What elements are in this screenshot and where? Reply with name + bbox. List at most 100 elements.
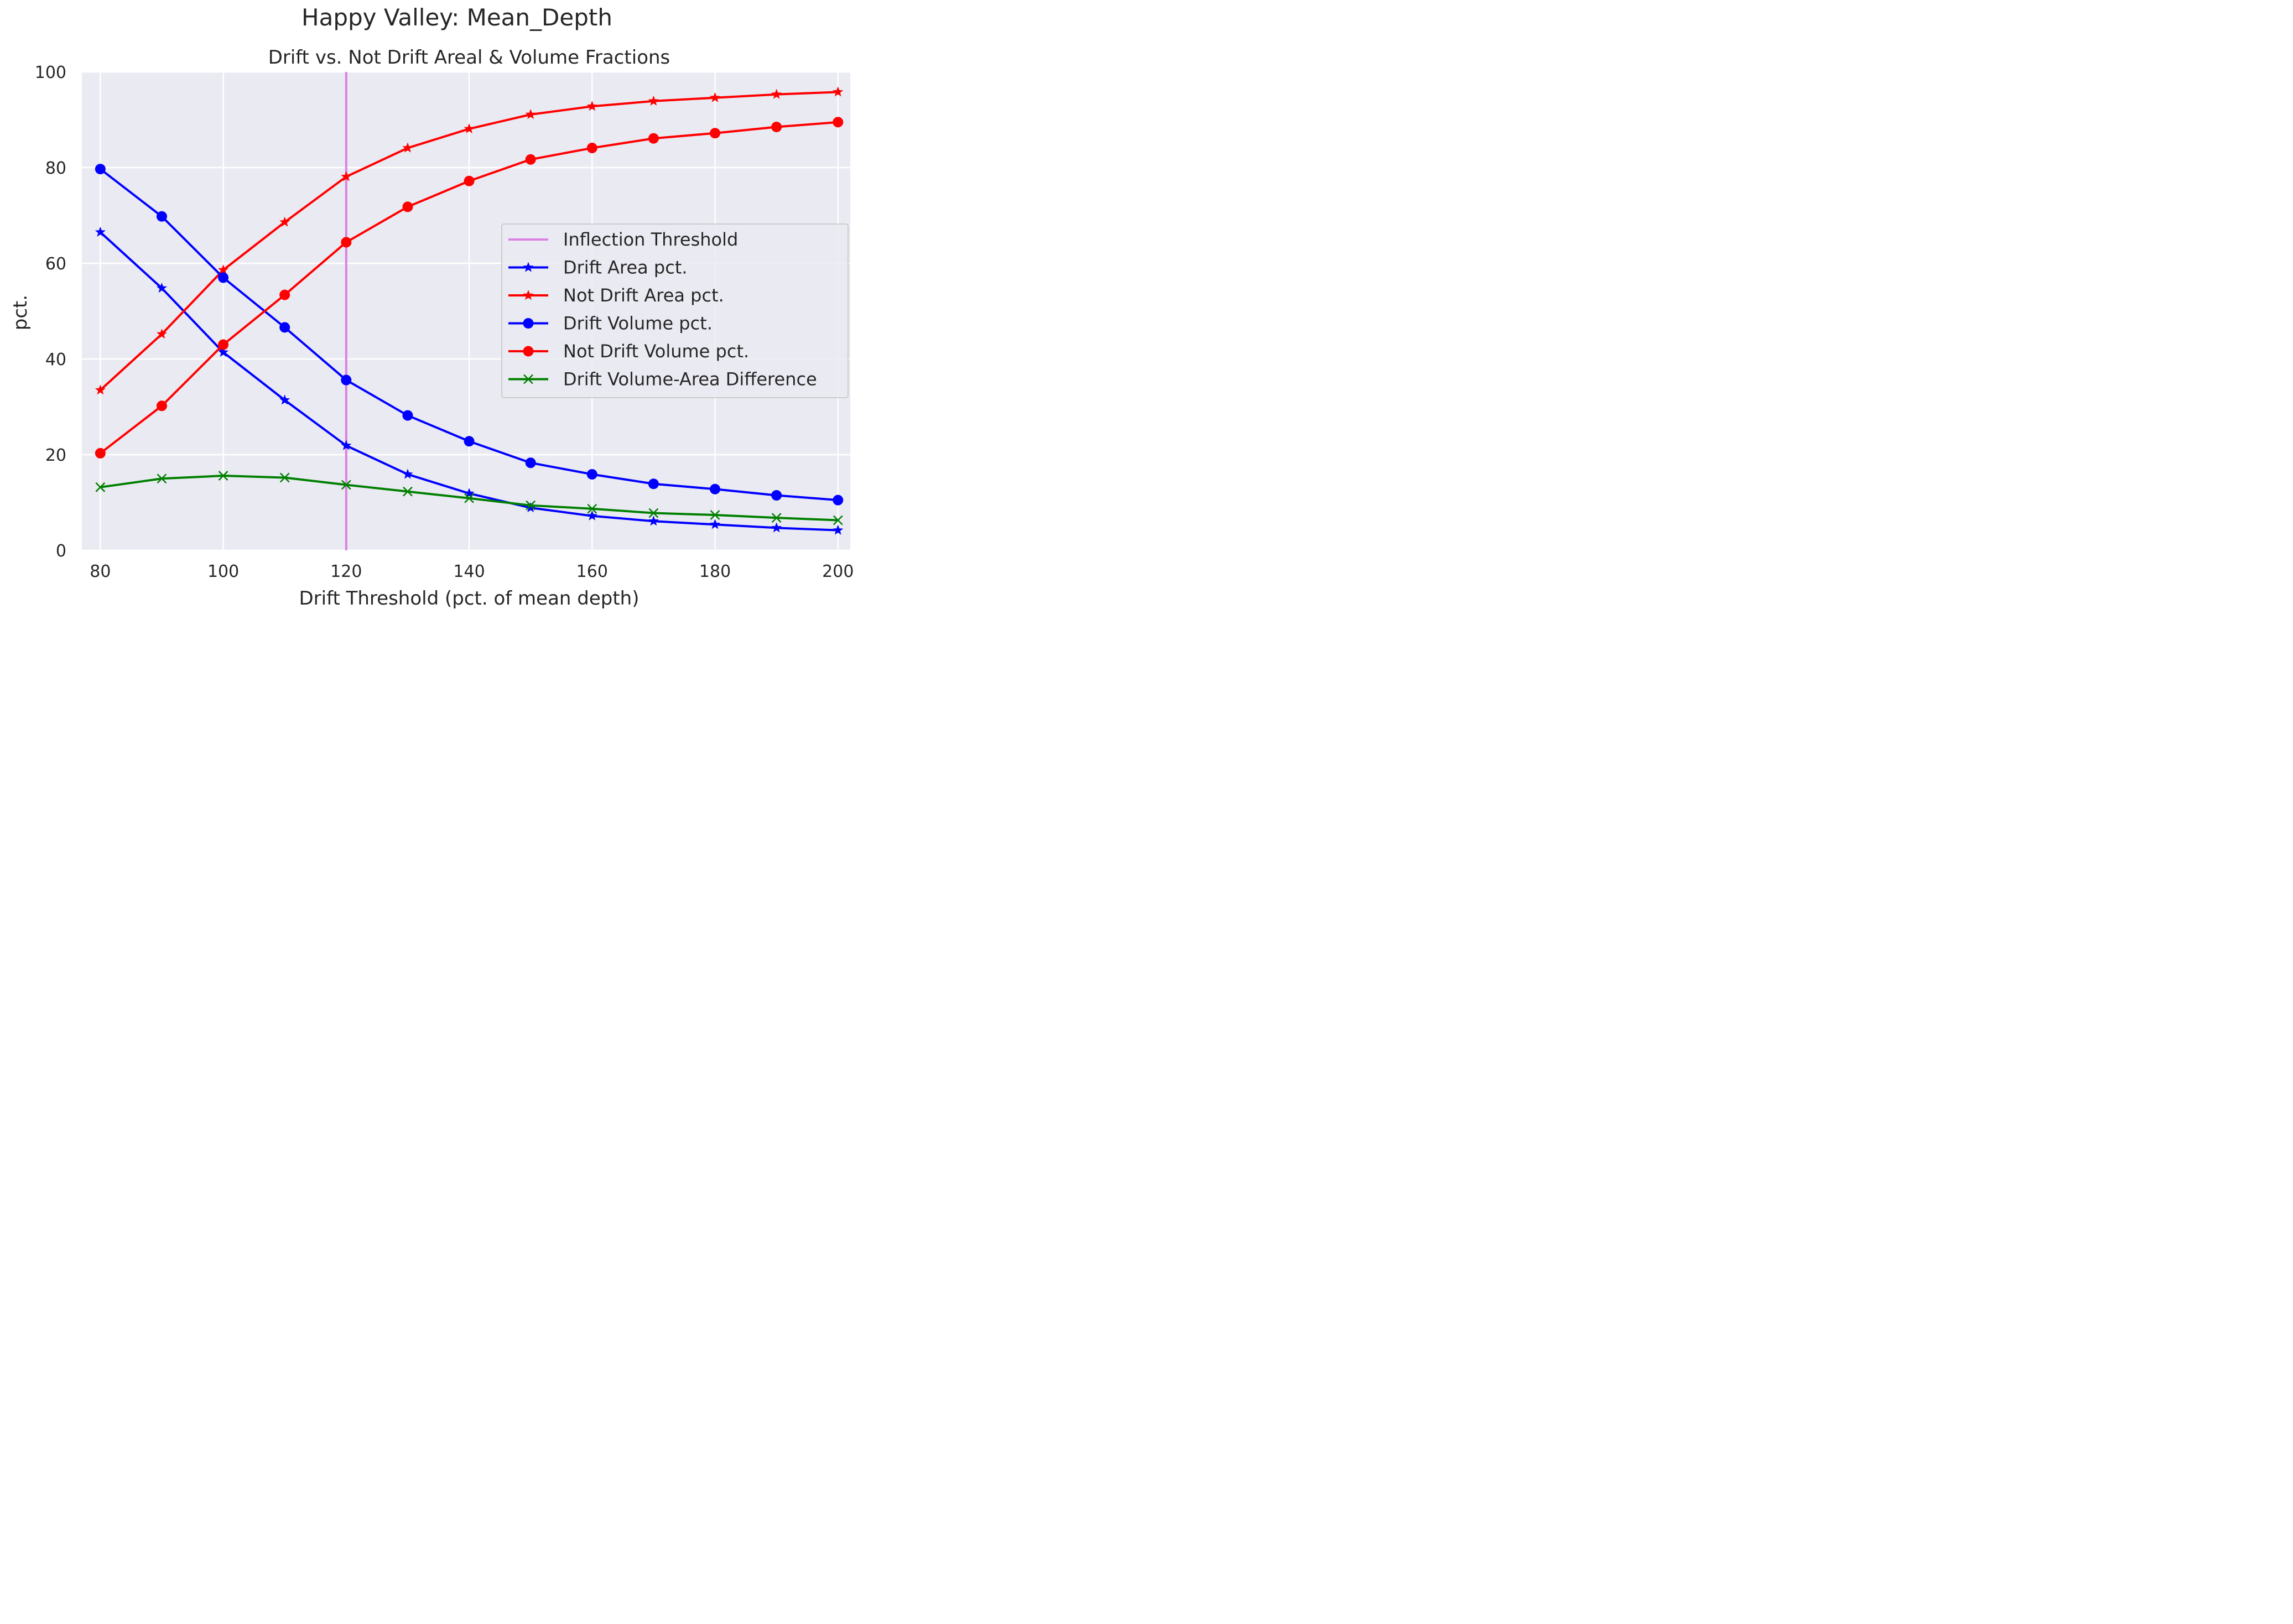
x-tick-label: 140 [453,562,485,581]
drift-volume-area-difference-point [218,471,228,481]
legend-entry: Drift Volume pct. [508,313,713,334]
legend-entry: Drift Area pct. [508,257,688,278]
drift-volume-pct-point [279,322,290,333]
tick-labels: 80 100 120 140 160 180 200 0 20 40 60 80 100 [35,63,854,581]
drift-volume-pct-point [218,272,229,283]
legend-label: Drift Volume-Area Difference [563,369,817,390]
drift-volume-area-difference-point [341,480,351,490]
chart: 80 100 120 140 160 180 200 0 20 40 60 80 100 Happy V… [0,0,866,615]
y-tick-label: 20 [45,446,66,465]
not-drift-area-pct-point [525,108,536,119]
drift-area-pct-point [648,516,659,526]
not-drift-area-pct-point [279,216,290,227]
drift-volume-area-difference-point [279,472,290,483]
legend-label: Not Drift Volume pct. [563,341,749,362]
not-drift-volume-pct-point [648,133,659,144]
not-drift-volume-pct-point [586,143,597,154]
legend-marker [523,262,534,272]
drift-area-pct-point [95,226,106,237]
drift-area-pct-point [341,440,352,450]
y-tick-label: 0 [56,542,66,561]
drift-area-pct-point [710,519,721,529]
not-drift-area-pct-point [586,101,597,111]
drift-volume-pct-point [648,478,659,490]
not-drift-area-pct-point [95,384,106,395]
legend-entry: Not Drift Area pct. [508,285,724,306]
x-tick-label: 120 [330,562,362,581]
drift-volume-area-difference-point [771,513,782,523]
x-tick-label: 160 [576,562,608,581]
legend-box [501,223,849,398]
drift-volume-area-difference-point [526,500,536,511]
legend-label: Drift Volume pct. [563,313,713,334]
legend-label: Not Drift Area pct. [563,285,724,306]
drift-volume-area-difference-point [710,510,720,520]
y-tick-label: 40 [45,350,66,369]
drift-volume-pct-point [525,457,536,469]
not-drift-area-pct-point [771,89,782,99]
drift-volume-area-difference-series [95,471,843,525]
not-drift-volume-pct-point [771,121,782,132]
drift-volume-area-difference-point [403,486,413,497]
drift-area-pct-point [156,282,167,293]
drift-volume-pct-point [586,469,597,480]
x-tick-label: 200 [822,562,854,581]
drift-area-pct-point [279,394,290,405]
not-drift-area-pct-point [464,123,475,134]
y-tick-label: 60 [45,254,66,274]
not-drift-volume-pct-point [341,237,352,248]
drift-volume-area-difference-point [464,493,474,503]
drift-volume-pct-point [341,374,352,386]
drift-volume-pct-point [710,483,721,495]
series-group [95,86,844,535]
drift-volume-area-difference-point [833,515,843,525]
drift-volume-pct-point [402,410,413,421]
drift-volume-area-difference-point [587,503,597,514]
drift-area-pct-point [402,469,413,479]
y-axis-label: pct. [9,295,32,330]
drift-volume-pct-point [771,490,782,501]
drift-volume-pct-point [156,211,167,222]
not-drift-area-pct-point [833,86,844,97]
legend-entry: Drift Volume-Area Difference [508,369,817,390]
chart-title: Drift vs. Not Drift Areal & Volume Fract… [268,46,670,69]
not-drift-area-pct-point [218,264,229,275]
not-drift-volume-pct-point [710,128,721,139]
drift-volume-pct-point [95,164,106,175]
not-drift-area-pct-point [402,142,413,153]
not-drift-volume-pct-point [402,201,413,212]
drift-area-pct-point [525,502,536,513]
not-drift-volume-pct-point [833,117,844,128]
y-tick-label: 100 [35,63,66,82]
drift-volume-pct-series [95,164,844,506]
not-drift-volume-pct-point [464,175,475,186]
drift-volume-pct-point [464,436,475,447]
legend-entry: Inflection Threshold [508,229,738,250]
drift-area-pct-point [833,524,844,535]
not-drift-volume-pct-point [95,447,106,459]
drift-area-pct-point [218,346,229,357]
chart-suptitle: Happy Valley: Mean_Depth [301,4,612,31]
not-drift-area-pct-point [341,171,352,181]
not-drift-area-pct-series [95,86,844,395]
not-drift-volume-pct-series [95,117,844,459]
not-drift-area-pct-point [710,92,721,102]
not-drift-volume-pct-point [525,154,536,165]
y-tick-label: 80 [45,159,66,178]
drift-volume-area-difference-point [157,473,167,484]
drift-volume-area-difference-point [95,482,106,492]
legend-marker [523,290,534,300]
legend-label: Drift Area pct. [563,257,688,278]
drift-area-pct-point [771,522,782,533]
not-drift-volume-pct-point [156,400,167,412]
drift-volume-pct-point [833,495,844,506]
x-axis-label: Drift Threshold (pct. of mean depth) [299,587,639,610]
not-drift-area-pct-point [648,95,659,106]
x-tick-label: 80 [90,562,111,581]
x-tick-label: 180 [699,562,731,581]
legend-label: Inflection Threshold [563,229,738,250]
drift-area-pct-point [586,510,597,520]
not-drift-volume-pct-point [218,339,229,350]
not-drift-area-pct-point [156,329,167,339]
legend-entry: Not Drift Volume pct. [508,341,749,362]
